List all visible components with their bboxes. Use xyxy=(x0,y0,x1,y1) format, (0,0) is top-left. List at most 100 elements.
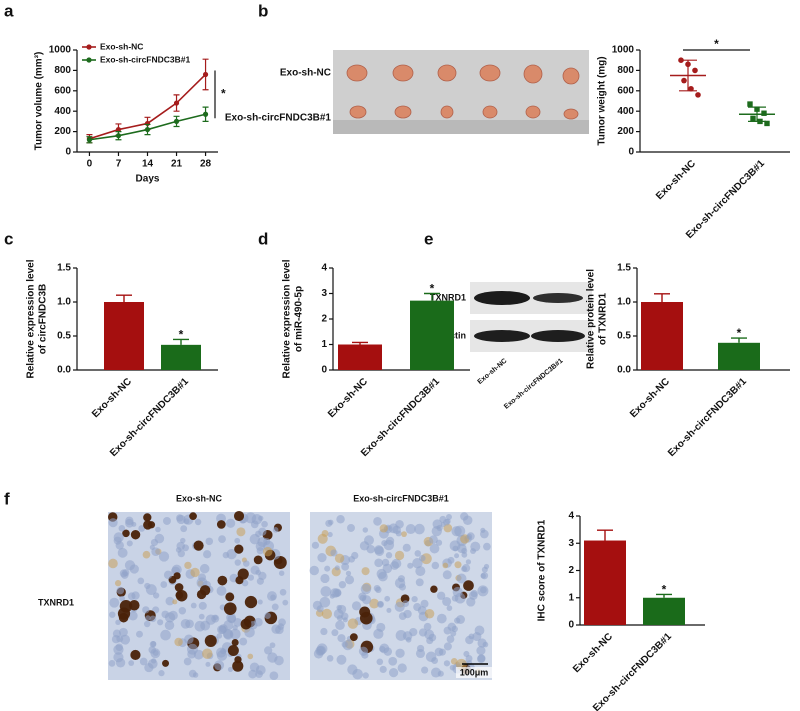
error-bar xyxy=(173,338,189,345)
cell xyxy=(250,520,259,529)
error-bar xyxy=(352,341,368,345)
cell xyxy=(183,657,192,666)
cell xyxy=(108,659,116,667)
cell xyxy=(376,658,384,666)
cell xyxy=(335,620,345,631)
error-bar xyxy=(679,59,697,92)
cell xyxy=(390,561,399,570)
annotation: * xyxy=(430,282,435,296)
error-bar xyxy=(424,292,440,301)
cell xyxy=(384,595,391,602)
y-tick-label: 200 xyxy=(54,126,71,137)
cell xyxy=(136,630,143,638)
cell xyxy=(436,613,447,624)
blot-band xyxy=(533,293,583,303)
y-tick-label: 600 xyxy=(617,85,634,96)
legend-marker xyxy=(86,44,92,50)
y-axis-label: Tumor weight (mg) xyxy=(597,56,608,145)
cell xyxy=(450,630,457,637)
y-tick-label: 0 xyxy=(321,365,327,376)
y-tick-label: 0 xyxy=(65,147,71,158)
y-tick-label: 0.0 xyxy=(617,365,631,376)
cell xyxy=(347,523,355,532)
cell xyxy=(454,525,466,537)
lane-label: Exo-sh-circFNDC3B#1 xyxy=(503,358,564,411)
error-bar xyxy=(748,106,766,122)
y-tick-label: 2 xyxy=(321,314,327,325)
cell xyxy=(421,666,429,674)
bar xyxy=(104,302,144,370)
cell xyxy=(236,527,246,537)
x-tick-label: Exo-sh-circFNDC3B#1 xyxy=(359,376,442,459)
y-axis-label: Tumor volume (mm³) xyxy=(34,52,45,151)
cell xyxy=(320,573,330,584)
cell xyxy=(199,585,211,596)
cell xyxy=(330,549,338,557)
cell xyxy=(271,603,279,611)
cell xyxy=(145,615,151,621)
cell xyxy=(202,648,213,659)
cell xyxy=(258,527,267,536)
cell xyxy=(223,629,234,640)
cell xyxy=(364,535,374,546)
y-tick-label: 1000 xyxy=(49,45,72,56)
cell xyxy=(108,518,118,528)
bar xyxy=(718,342,760,370)
y-tick-label: 600 xyxy=(54,85,71,96)
cell xyxy=(199,563,210,574)
cell xyxy=(443,626,452,635)
bar xyxy=(643,597,685,625)
cell xyxy=(345,570,352,577)
cell xyxy=(225,592,235,602)
legend-label: Exo-sh-NC xyxy=(100,41,143,51)
y-axis-label: Relative expression level xyxy=(26,259,37,378)
cell xyxy=(173,572,181,580)
cell xyxy=(461,551,468,558)
point xyxy=(692,67,698,74)
cell xyxy=(161,610,170,619)
cell xyxy=(149,640,157,648)
ihc-cells xyxy=(107,510,491,681)
cell xyxy=(480,527,486,533)
cell xyxy=(198,601,207,610)
bar xyxy=(338,344,382,370)
point xyxy=(115,133,122,139)
scale-bar-backdrop xyxy=(456,667,492,678)
cell xyxy=(379,524,388,533)
photo-row-label: Exo-sh-NC xyxy=(280,68,331,79)
cell xyxy=(150,538,159,547)
annotation: * xyxy=(179,328,184,342)
cell xyxy=(405,636,412,643)
bar xyxy=(410,300,454,370)
cell xyxy=(460,512,469,521)
cell xyxy=(262,546,273,557)
cell xyxy=(233,618,242,627)
panel-letter: f xyxy=(4,489,10,508)
y-tick-label: 1.5 xyxy=(617,263,631,274)
cell xyxy=(465,635,474,645)
bar xyxy=(641,302,683,370)
cell xyxy=(271,624,281,634)
cell xyxy=(429,535,438,544)
cell xyxy=(431,561,440,570)
bar xyxy=(161,344,201,370)
y-tick-label: 1000 xyxy=(612,45,635,56)
x-tick-label: Exo-sh-circFNDC3B#1 xyxy=(684,158,767,241)
y-tick-label: 0 xyxy=(628,147,634,158)
cell xyxy=(443,523,453,533)
cell xyxy=(394,550,405,561)
y-tick-label: 1.0 xyxy=(617,297,631,308)
cell xyxy=(176,514,184,522)
cell xyxy=(200,620,211,631)
cell xyxy=(269,642,276,649)
cell xyxy=(244,595,258,609)
y-tick-label: 0.0 xyxy=(57,365,71,376)
cell xyxy=(446,605,453,611)
cell xyxy=(454,592,466,604)
error-bar xyxy=(597,529,613,541)
point xyxy=(747,101,753,107)
cell xyxy=(239,637,248,646)
cell xyxy=(267,591,277,602)
cell xyxy=(143,513,152,522)
cell xyxy=(336,615,343,622)
